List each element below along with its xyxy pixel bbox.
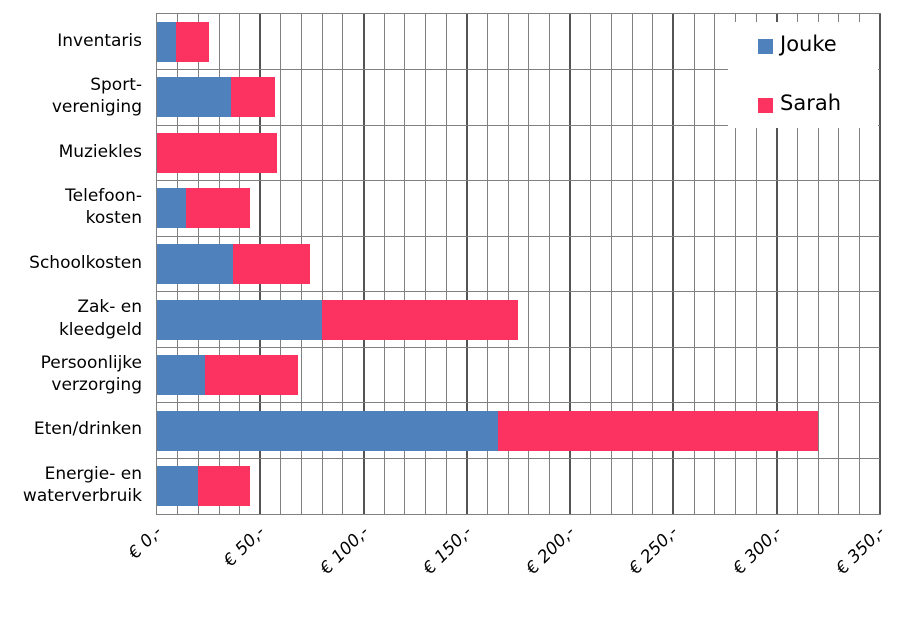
category-label: Eten/drinken	[33, 419, 142, 440]
bar-row	[157, 14, 880, 70]
minor-gridline	[404, 14, 406, 514]
x-axis-tick-label: € 100,-	[316, 522, 373, 579]
jouke-series-swatch	[758, 38, 773, 54]
minor-gridline	[611, 14, 612, 514]
bar-row	[157, 70, 880, 126]
bar-segment-sarah	[322, 299, 519, 340]
minor-gridline	[507, 14, 509, 514]
minor-gridline	[342, 14, 344, 514]
legend-item-sarah: Sarah	[758, 93, 878, 114]
minor-gridline	[631, 14, 633, 514]
sarah-series-swatch	[758, 97, 773, 113]
band-separator-gridline	[157, 457, 880, 459]
bar-segment-sarah	[497, 410, 818, 451]
legend-item-jouke: Jouke	[758, 34, 878, 55]
minor-gridline	[693, 14, 695, 514]
band-separator-gridline	[157, 180, 880, 182]
bar-segment-sarah	[231, 77, 275, 118]
bar-segment-jouke	[157, 355, 205, 396]
minor-gridline	[487, 14, 488, 514]
x-axis-tick-label: € 350,-	[832, 522, 890, 579]
legend-label-jouke: Jouke	[780, 32, 837, 56]
bar-segment-jouke	[157, 243, 234, 284]
band-separator-gridline	[157, 291, 880, 293]
band-separator-gridline	[157, 69, 880, 71]
major-gridline	[879, 14, 881, 514]
minor-gridline	[445, 14, 447, 514]
band-separator-gridline	[157, 124, 880, 126]
minor-gridline	[652, 14, 654, 514]
band-separator-gridline	[157, 235, 880, 237]
legend-label-sarah: Sarah	[780, 91, 842, 115]
band-separator-gridline	[157, 346, 880, 348]
bar-row	[157, 458, 880, 514]
minor-gridline	[383, 14, 385, 514]
bar-row	[157, 347, 880, 403]
major-gridline	[672, 14, 675, 514]
category-axis: Inventaris Sport-vereniging Muziekles Telef…	[0, 13, 148, 513]
minor-gridline	[528, 14, 530, 514]
category-label: Schoolkosten	[29, 252, 142, 273]
category-label: Zak- en kleedgeld	[58, 297, 142, 340]
x-axis-tick-label: € 50,-	[220, 522, 270, 572]
major-gridline	[569, 14, 572, 514]
minor-gridline	[321, 14, 323, 514]
minor-gridline	[590, 14, 592, 514]
bar-segment-jouke	[157, 466, 199, 507]
bar-segment-jouke	[157, 188, 186, 229]
bar-segment-jouke	[157, 410, 498, 451]
category-label: Persoonlijke verzorging	[40, 352, 142, 396]
category-label: Inventaris	[57, 30, 142, 51]
plot-area: Jouke Sarah	[156, 13, 881, 515]
x-axis-tick-label: € 200,-	[522, 522, 580, 579]
bar-row	[157, 403, 880, 459]
minor-gridline	[796, 14, 798, 514]
minor-gridline	[838, 14, 840, 514]
bar-row	[157, 125, 880, 181]
minor-gridline	[549, 14, 550, 514]
bar-segment-sarah	[175, 21, 209, 62]
bar-row	[157, 181, 880, 237]
bar-segment-sarah	[157, 132, 277, 173]
category-label: Muziekles	[58, 141, 142, 162]
x-axis-tick-label: € 0,-	[124, 522, 167, 564]
bar-segment-sarah	[185, 188, 250, 229]
x-axis-tick-label: € 300,-	[729, 522, 786, 579]
category-label: Energie- en waterverbruik	[22, 463, 142, 507]
bar-segment-jouke	[157, 299, 323, 340]
category-label: Sport-vereniging	[51, 74, 142, 118]
band-separator-gridline	[157, 402, 880, 404]
minor-gridline	[858, 14, 860, 514]
x-axis-tick-label: € 250,-	[625, 522, 683, 579]
bar-segment-sarah	[198, 466, 250, 507]
x-axis-tick-label: € 150,-	[419, 522, 477, 579]
bar-row	[157, 236, 880, 292]
bar-segment-jouke	[157, 77, 232, 118]
bar-segment-sarah	[204, 355, 298, 396]
minor-gridline	[734, 14, 736, 514]
major-gridline	[465, 14, 468, 514]
bar-segment-jouke	[157, 21, 176, 62]
minor-gridline	[425, 14, 426, 514]
minor-gridline	[817, 14, 819, 514]
legend: Jouke Sarah	[728, 22, 878, 128]
bar-segment-sarah	[233, 243, 310, 284]
minor-gridline	[714, 14, 716, 514]
bar-row	[157, 292, 880, 348]
category-label: Telefoon-kosten	[65, 186, 142, 229]
minor-gridline	[755, 14, 757, 514]
major-gridline	[775, 14, 778, 514]
major-gridline	[362, 14, 365, 514]
